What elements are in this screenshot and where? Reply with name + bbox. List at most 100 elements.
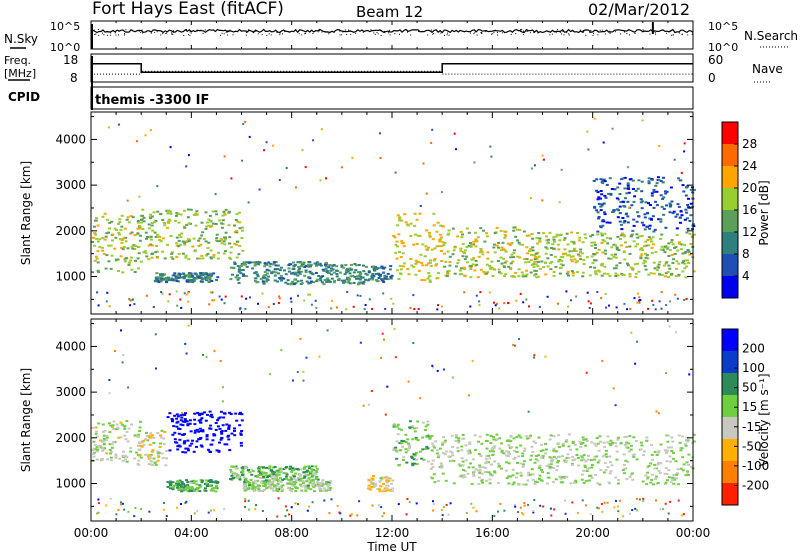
power-point	[300, 263, 304, 266]
power-point	[544, 252, 548, 255]
velocity-point	[239, 441, 243, 444]
velocity-point	[435, 452, 439, 455]
velocity-point	[610, 441, 614, 444]
power-point	[164, 277, 168, 279]
freq-left-tick-bottom: 8	[70, 71, 78, 85]
power-point	[272, 261, 276, 264]
power-point	[241, 229, 244, 232]
velocity-point	[227, 424, 231, 427]
velocity-ground-scatter-point	[185, 500, 188, 503]
power-point	[568, 250, 572, 253]
velocity-point	[289, 465, 292, 468]
power-point	[306, 263, 310, 266]
velocity-point	[171, 433, 175, 436]
velocity-point	[672, 478, 676, 481]
power-point	[126, 216, 130, 219]
velocity-y-tick-label: 1000	[55, 477, 86, 491]
power-point	[401, 265, 405, 268]
power-ground-scatter-point	[685, 297, 688, 300]
power-point	[532, 254, 536, 257]
power-point	[178, 273, 182, 276]
power-point	[612, 243, 616, 246]
power-point	[682, 260, 685, 263]
power-point	[170, 256, 174, 258]
noise-search-dot	[328, 33, 330, 35]
power-point	[237, 281, 241, 284]
power-colorbar-tick-label: 12	[742, 225, 757, 239]
power-point	[143, 250, 147, 253]
noise-search-dot	[387, 32, 389, 34]
power-point	[548, 262, 552, 265]
noise-search-dot	[388, 31, 390, 32]
velocity-point	[92, 447, 96, 450]
power-point	[239, 264, 243, 267]
power-point	[342, 266, 346, 269]
power-point	[212, 254, 216, 256]
velocity-point	[120, 423, 124, 426]
power-point	[223, 212, 227, 215]
power-point	[561, 256, 565, 259]
power-point	[575, 260, 579, 263]
velocity-point	[201, 479, 205, 482]
power-ground-scatter-point	[441, 305, 443, 308]
freq-label-1: Freq.	[4, 54, 31, 67]
power-point	[427, 262, 431, 265]
power-point	[177, 276, 181, 279]
velocity-point	[560, 455, 564, 458]
power-point	[145, 236, 149, 238]
velocity-point	[293, 475, 296, 478]
power-point	[650, 194, 654, 197]
velocity-point	[163, 431, 167, 433]
velocity-point	[188, 489, 192, 492]
power-point	[647, 180, 651, 183]
power-point	[692, 233, 696, 236]
velocity-point	[283, 478, 287, 481]
velocity-point	[658, 472, 662, 475]
power-ground-scatter-point	[211, 291, 214, 294]
velocity-point	[558, 446, 561, 449]
velocity-point	[126, 440, 130, 443]
velocity-point	[665, 449, 669, 452]
power-ground-scatter-point	[261, 292, 264, 295]
power-point	[675, 260, 679, 263]
velocity-point	[179, 414, 183, 417]
velocity-point	[533, 483, 537, 485]
power-point	[234, 219, 238, 221]
power-point	[229, 278, 233, 281]
power-point	[665, 190, 669, 193]
velocity-point	[649, 462, 653, 465]
power-point	[482, 229, 485, 232]
velocity-point	[243, 480, 247, 483]
velocity-point	[321, 479, 325, 482]
power-point	[200, 254, 204, 257]
power-point	[493, 232, 497, 235]
velocity-point	[628, 476, 632, 479]
power-ground-scatter-point	[392, 302, 395, 305]
velocity-point	[432, 444, 436, 447]
power-point	[618, 220, 622, 223]
power-ground-scatter-point	[96, 291, 99, 294]
power-sparse-point	[533, 164, 536, 167]
power-point	[263, 265, 267, 268]
velocity-colorbar-tick-label: -200	[742, 478, 769, 492]
power-point	[512, 229, 516, 232]
velocity-point	[642, 454, 645, 456]
power-point	[559, 233, 563, 236]
noise-search-dot	[196, 30, 198, 32]
power-point	[621, 200, 625, 203]
velocity-point	[517, 482, 521, 485]
power-point	[623, 235, 627, 238]
power-point	[652, 191, 656, 193]
power-point	[318, 262, 322, 265]
velocity-point	[244, 483, 248, 486]
velocity-point	[639, 448, 643, 451]
velocity-point	[291, 467, 295, 470]
power-point	[95, 257, 99, 260]
velocity-point	[199, 444, 203, 447]
velocity-point	[312, 485, 316, 488]
power-ground-scatter-point	[669, 300, 672, 303]
power-point	[650, 240, 654, 243]
velocity-point	[209, 415, 213, 418]
velocity-point	[251, 487, 255, 490]
power-point	[386, 272, 390, 275]
